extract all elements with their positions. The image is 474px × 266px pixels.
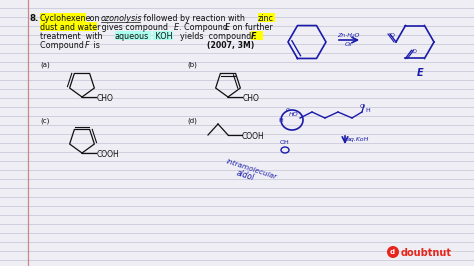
- Text: O: O: [360, 104, 365, 109]
- Text: Cyclohexene: Cyclohexene: [40, 14, 91, 23]
- Bar: [153, 31, 173, 39]
- Text: H: H: [365, 108, 370, 113]
- Text: (c): (c): [40, 118, 49, 124]
- Text: gives compound: gives compound: [99, 23, 171, 32]
- Text: dust and water: dust and water: [40, 23, 100, 32]
- Text: COOH: COOH: [97, 150, 120, 159]
- Text: (d): (d): [187, 118, 197, 124]
- Text: (a): (a): [40, 62, 50, 69]
- Text: ozonolysis: ozonolysis: [101, 14, 143, 23]
- Text: intramolecular: intramolecular: [225, 158, 277, 180]
- Text: on further: on further: [230, 23, 273, 32]
- Circle shape: [387, 246, 399, 258]
- Text: E: E: [174, 23, 179, 32]
- Bar: [251, 31, 263, 39]
- Text: treatment  with: treatment with: [40, 32, 105, 41]
- Text: doubtnut: doubtnut: [401, 248, 452, 258]
- Text: aldol: aldol: [235, 168, 255, 182]
- Text: (b): (b): [187, 62, 197, 69]
- Text: 8.: 8.: [30, 14, 39, 23]
- Bar: [40, 22, 97, 31]
- Text: E: E: [417, 68, 424, 78]
- Text: Compound: Compound: [40, 41, 86, 50]
- Text: CHO: CHO: [243, 94, 260, 103]
- Text: Zn·H₂O: Zn·H₂O: [337, 33, 359, 38]
- Text: O₃: O₃: [345, 42, 352, 47]
- Bar: [258, 13, 275, 22]
- Text: HO: HO: [289, 112, 299, 117]
- Text: aqueous: aqueous: [115, 32, 149, 41]
- Text: F: F: [85, 41, 90, 50]
- Text: CHO: CHO: [97, 94, 114, 103]
- Text: followed by reaction with: followed by reaction with: [141, 14, 247, 23]
- Text: E: E: [225, 23, 230, 32]
- Text: OH: OH: [280, 140, 290, 145]
- Text: F.: F.: [251, 32, 258, 41]
- Text: (2007, 3M): (2007, 3M): [207, 41, 254, 50]
- Text: KOH: KOH: [153, 32, 173, 41]
- Text: O: O: [390, 33, 395, 38]
- Text: O: O: [411, 49, 417, 55]
- Text: is: is: [91, 41, 100, 50]
- Text: H: H: [278, 118, 283, 123]
- Text: on: on: [87, 14, 102, 23]
- Text: yields  compound: yields compound: [175, 32, 254, 41]
- Text: o: o: [286, 107, 290, 112]
- Bar: [115, 31, 151, 39]
- Text: COOH: COOH: [242, 132, 265, 141]
- Text: d: d: [390, 249, 395, 255]
- Text: . Compound: . Compound: [179, 23, 230, 32]
- Bar: [40, 13, 86, 22]
- Text: aq.KoH: aq.KoH: [347, 137, 369, 142]
- Text: zinc: zinc: [258, 14, 274, 23]
